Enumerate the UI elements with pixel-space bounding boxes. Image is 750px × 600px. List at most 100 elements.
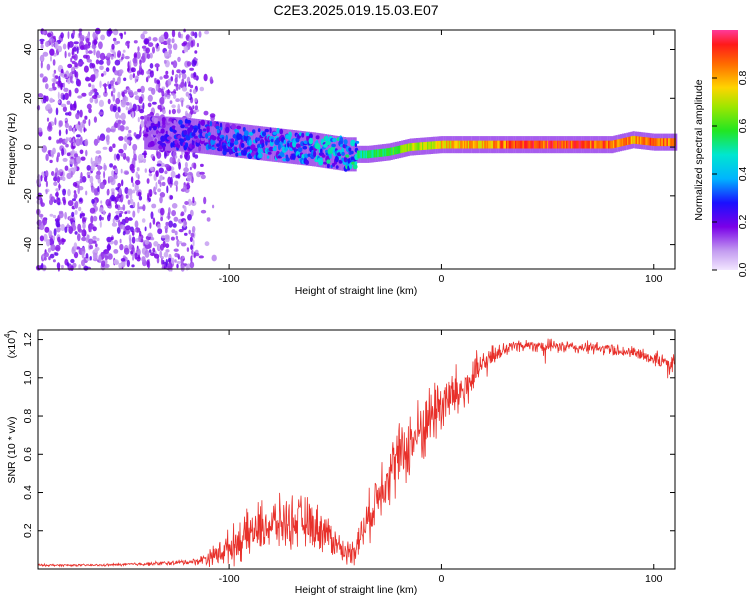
track-core — [455, 140, 457, 149]
noise-cell — [64, 226, 68, 233]
track-core — [429, 141, 432, 150]
noise-cell — [53, 228, 57, 237]
noise-cell — [81, 92, 87, 97]
track-cell — [348, 147, 352, 152]
track-cell — [321, 154, 326, 158]
noise-cell — [126, 40, 131, 44]
noise-cell — [196, 42, 199, 48]
noise-cell — [135, 171, 139, 178]
noise-cell — [118, 213, 123, 218]
noise-cell — [84, 43, 88, 50]
track-core — [551, 140, 554, 149]
track-core — [369, 150, 372, 158]
noise-cell — [174, 155, 178, 159]
noise-cell — [137, 88, 142, 93]
noise-cell — [192, 239, 195, 247]
noise-cell — [145, 244, 151, 249]
track-cell — [268, 146, 274, 152]
track-core — [396, 146, 399, 154]
noise-cell — [50, 244, 56, 252]
noise-cell — [166, 95, 171, 99]
noise-cell — [57, 152, 61, 158]
track-cell — [283, 139, 286, 145]
y-tick-label: 0.8 — [22, 409, 34, 424]
noise-cell — [193, 109, 200, 113]
track-cell — [143, 133, 149, 137]
track-core — [576, 140, 578, 149]
noise-cell — [73, 53, 78, 61]
noise-cell — [169, 100, 173, 104]
track-cell — [160, 128, 165, 134]
noise-cell — [97, 186, 100, 192]
track-cell — [343, 139, 348, 145]
noise-cell — [74, 87, 79, 94]
noise-cell — [52, 235, 56, 241]
noise-cell — [178, 241, 183, 244]
noise-cell — [133, 91, 138, 96]
noise-cell — [119, 243, 124, 251]
noise-cell — [65, 128, 68, 135]
track-cell — [323, 161, 328, 165]
track-cell — [302, 145, 308, 150]
noise-cell — [95, 174, 101, 180]
track-core — [618, 139, 620, 147]
noise-cell — [45, 83, 49, 90]
track-core — [656, 138, 658, 147]
noise-cell — [86, 59, 93, 63]
noise-cell — [125, 194, 129, 199]
track-core — [406, 143, 409, 152]
noise-cell — [127, 67, 130, 72]
noise-cell — [164, 151, 167, 159]
noise-cell — [106, 189, 110, 196]
noise-cell — [105, 135, 110, 143]
noise-cell — [76, 134, 81, 138]
noise-cell — [74, 153, 78, 158]
noise-cell — [80, 45, 85, 51]
noise-cell — [57, 100, 61, 104]
noise-cell — [85, 190, 88, 196]
noise-cell — [187, 198, 192, 206]
track-core — [370, 150, 373, 158]
noise-cell — [101, 260, 106, 268]
noise-cell — [114, 167, 119, 174]
noise-cell — [159, 196, 163, 204]
noise-cell — [192, 89, 197, 94]
track-core — [667, 138, 670, 147]
noise-cell — [164, 228, 168, 234]
noise-cell — [194, 105, 198, 111]
track-cell — [242, 126, 246, 132]
colorbar-gradient — [712, 30, 738, 270]
track-core — [623, 138, 625, 146]
noise-cell — [116, 153, 120, 160]
noise-cell — [184, 172, 189, 176]
noise-cell — [51, 82, 55, 88]
y-tick-label: 0.4 — [22, 485, 34, 500]
noise-cell — [159, 192, 166, 198]
track-core — [513, 140, 516, 149]
noise-cell — [161, 91, 165, 96]
noise-cell — [163, 251, 169, 258]
track-core — [434, 141, 437, 149]
noise-cell — [166, 185, 169, 194]
noise-cell — [194, 97, 198, 103]
track-cell — [180, 124, 186, 129]
track-cell — [315, 135, 320, 140]
noise-cell — [38, 213, 44, 218]
noise-cell — [120, 100, 127, 108]
track-core — [546, 140, 549, 149]
noise-cell — [67, 78, 71, 85]
noise-cell — [132, 201, 136, 208]
track-cell — [174, 139, 178, 145]
noise-cell — [73, 190, 77, 194]
noise-cell — [171, 229, 176, 234]
noise-cell — [165, 221, 169, 226]
track-cell — [210, 138, 216, 146]
x-tick-label: -100 — [219, 273, 240, 285]
noise-cell — [62, 176, 66, 182]
noise-cell — [73, 100, 77, 109]
track-core — [421, 142, 424, 150]
track-core — [614, 140, 616, 148]
track-core — [646, 137, 648, 146]
noise-cell — [72, 142, 76, 147]
track-core — [518, 140, 521, 149]
